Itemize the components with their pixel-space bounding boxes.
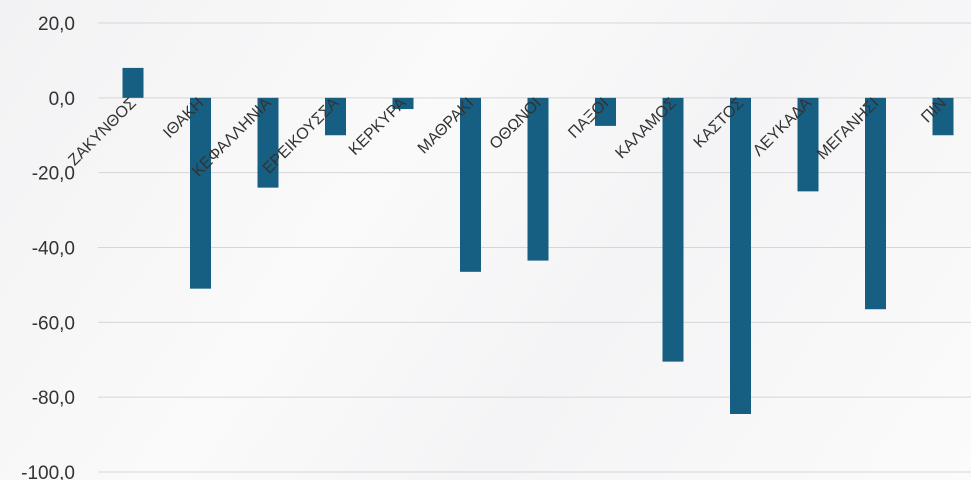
bar	[257, 97, 279, 188]
y-tick-label: 20,0	[38, 14, 75, 35]
bar	[122, 67, 144, 98]
y-axis-tick-labels: 20,0 0,0 -20,0 -40,0 -60,0 -80,0 -100,0	[21, 14, 75, 480]
bar	[932, 97, 954, 136]
y-tick-label: -80,0	[32, 388, 75, 409]
y-tick-label: -40,0	[32, 239, 75, 260]
bar	[595, 97, 616, 126]
bar	[865, 97, 886, 310]
bar	[797, 97, 819, 192]
bar	[460, 97, 481, 272]
bar	[730, 97, 751, 415]
bar	[527, 97, 549, 261]
bar	[325, 97, 346, 136]
y-tick-label: -20,0	[32, 164, 75, 185]
x-tick-label: ΚΕΡΚΥΡΑ	[346, 95, 410, 159]
bar	[392, 97, 414, 110]
y-tick-label: -60,0	[32, 313, 75, 334]
y-tick-label: -100,0	[21, 463, 75, 480]
bar	[662, 97, 684, 362]
bars	[122, 67, 954, 415]
bar	[190, 97, 211, 289]
y-tick-label: 0,0	[49, 89, 75, 110]
x-tick-label: ΖΑΚΥΝΘΟΣ	[65, 95, 139, 169]
